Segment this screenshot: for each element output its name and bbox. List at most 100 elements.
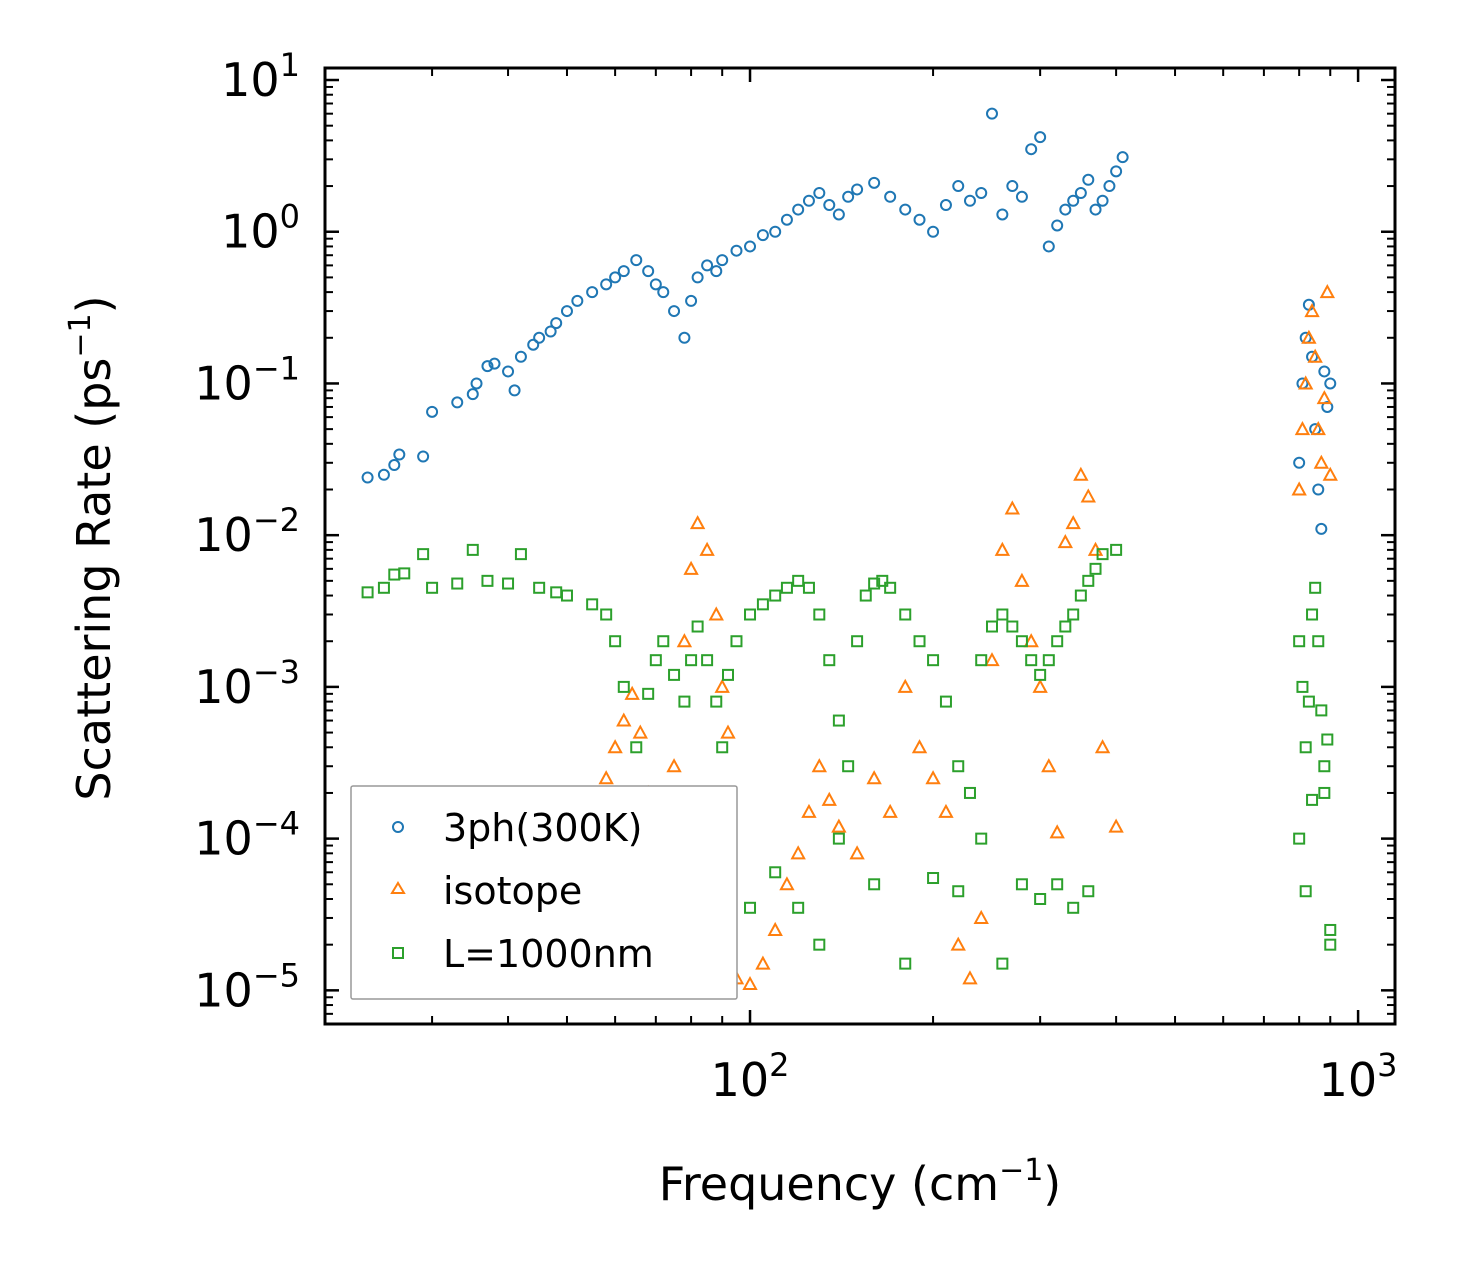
point (1051, 635, 1064, 648)
point (630, 741, 643, 754)
point (1299, 741, 1312, 754)
point (1315, 704, 1328, 717)
point (1089, 562, 1102, 575)
point (913, 213, 926, 226)
point (586, 598, 599, 611)
point (1301, 329, 1317, 344)
point (1074, 187, 1087, 200)
point (1065, 515, 1081, 530)
point (884, 581, 897, 594)
point (508, 384, 521, 397)
point (1294, 421, 1311, 436)
point (649, 278, 662, 291)
point (1067, 608, 1080, 621)
point (1042, 654, 1055, 667)
point (1014, 572, 1030, 587)
point (1293, 832, 1306, 845)
point (598, 770, 614, 785)
point (823, 654, 836, 667)
point (1006, 180, 1019, 193)
point (1307, 348, 1323, 363)
point (866, 770, 882, 785)
point (1025, 654, 1038, 667)
point (811, 758, 827, 773)
point (1059, 620, 1072, 633)
point (550, 317, 563, 330)
point (691, 620, 704, 633)
x-tick-label: 103 (1319, 1046, 1398, 1107)
point (963, 786, 976, 799)
point (802, 194, 815, 207)
point (1094, 739, 1111, 754)
point (714, 678, 730, 693)
point (1034, 668, 1047, 681)
point (1312, 635, 1325, 648)
point (393, 448, 406, 461)
point (649, 654, 662, 667)
point (1096, 548, 1109, 561)
point (1032, 678, 1048, 693)
point (481, 574, 494, 587)
y-tick-label: 101 (221, 46, 300, 107)
point (996, 208, 1009, 221)
point (744, 901, 757, 914)
point (1034, 892, 1047, 905)
point (1293, 456, 1306, 469)
y-tick-label: 10−2 (194, 501, 300, 562)
point (851, 183, 864, 196)
point (1318, 786, 1331, 799)
point (708, 606, 724, 621)
point (1049, 824, 1065, 839)
point (1296, 680, 1309, 693)
point (560, 305, 573, 318)
point (609, 635, 622, 648)
x-axis-label: Frequency (cm−1) (659, 1153, 1062, 1211)
point (685, 654, 698, 667)
point (527, 338, 540, 351)
point (678, 331, 691, 344)
point (666, 758, 682, 773)
tick-labels: 102 103 101 100 10−1 10−2 10−3 10−4 10−5 (194, 46, 1397, 1107)
point (769, 225, 782, 238)
point (377, 468, 390, 481)
point (996, 957, 1009, 970)
point (832, 832, 845, 845)
point (1015, 878, 1028, 891)
point (716, 254, 729, 267)
point (544, 325, 557, 338)
point (1067, 194, 1080, 207)
point (939, 695, 952, 708)
point (398, 567, 411, 580)
point (1004, 500, 1021, 515)
y-tick-label: 10−4 (194, 805, 300, 866)
point (842, 190, 855, 203)
point (780, 581, 793, 594)
point (994, 541, 1011, 556)
point (1324, 923, 1337, 936)
point (1042, 240, 1055, 253)
point (973, 909, 989, 924)
point (1321, 733, 1334, 746)
y-tick-label: 100 (221, 198, 300, 259)
point (962, 970, 978, 985)
point (1291, 481, 1307, 496)
point (451, 577, 464, 590)
point (1322, 466, 1338, 481)
point (744, 608, 757, 621)
point (657, 635, 670, 648)
point (600, 278, 613, 291)
point (927, 872, 940, 885)
point (1324, 377, 1337, 390)
point (831, 818, 847, 833)
point (911, 739, 928, 754)
legend-marker-isotope (390, 881, 406, 894)
point (1082, 173, 1095, 186)
point (533, 581, 546, 594)
point (417, 450, 430, 463)
point (657, 286, 670, 299)
point (624, 685, 640, 700)
point (361, 586, 374, 599)
point (1051, 878, 1064, 891)
point (868, 878, 881, 891)
legend-label-boundary: L=1000nm (443, 932, 654, 976)
